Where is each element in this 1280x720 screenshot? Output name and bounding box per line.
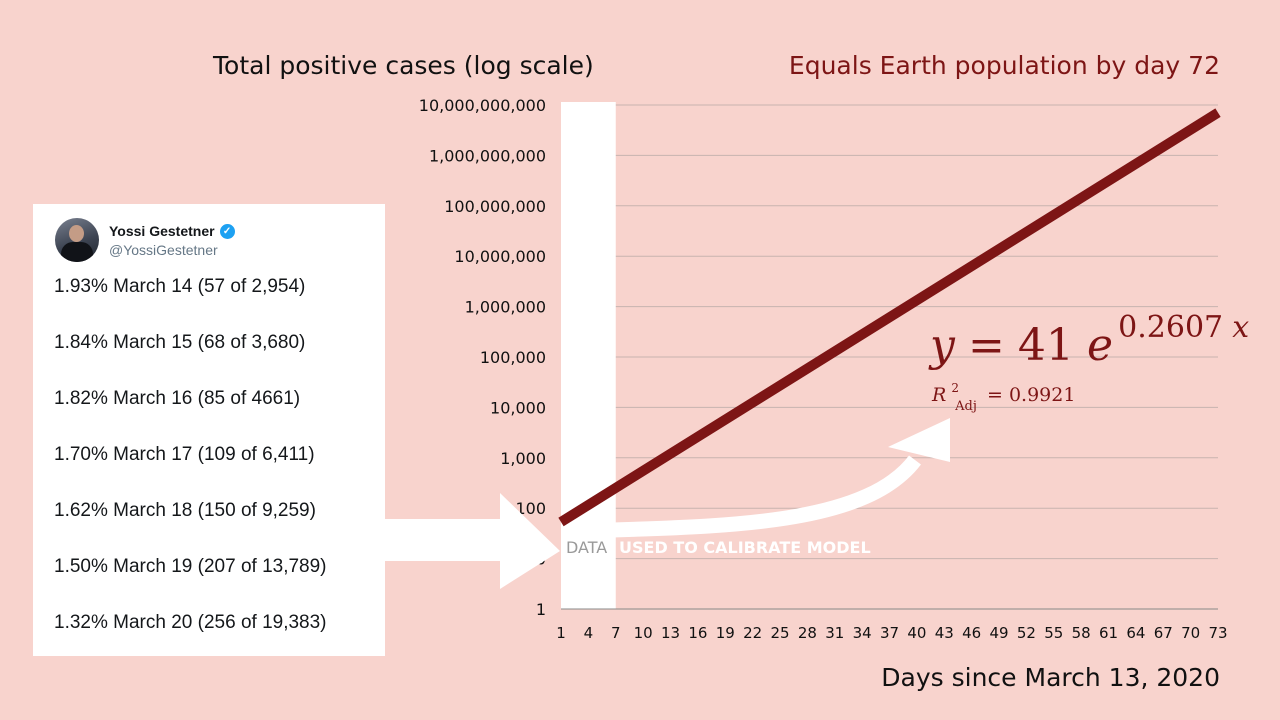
series-layer <box>558 108 1221 527</box>
equation-equals: = <box>968 320 1005 371</box>
x-tick-label: 40 <box>907 624 926 642</box>
x-tick-label: 1 <box>556 624 566 642</box>
equation-coef: 41 <box>1018 320 1074 371</box>
x-tick-label: 58 <box>1072 624 1091 642</box>
r2-symbol: R <box>931 384 946 406</box>
x-tick-label: 46 <box>962 624 981 642</box>
x-tick-label: 34 <box>853 624 872 642</box>
x-tick-label: 70 <box>1181 624 1200 642</box>
x-tick-label: 7 <box>611 624 621 642</box>
y-tick-labels: 1101001,00010,000100,0001,000,00010,000,… <box>419 96 546 619</box>
x-tick-label: 49 <box>989 624 1008 642</box>
tweet-line: 1.50% March 19 (207 of 13,789) <box>54 556 327 577</box>
y-tick-label: 100 <box>515 499 546 518</box>
tweet-line: 1.70% March 17 (109 of 6,411) <box>54 444 315 465</box>
headline: Equals Earth population by day 72 <box>789 51 1220 80</box>
y-tick-label: 1 <box>536 600 546 619</box>
y-axis-label: Total positive cases (log scale) <box>212 51 594 80</box>
tweet-card: Yossi Gestetner ✓ @YossiGestetner 1.93% … <box>33 204 385 656</box>
y-tick-label: 10,000 <box>490 398 546 417</box>
x-tick-label: 52 <box>1017 624 1036 642</box>
calibration-label-rest: USED TO CALIBRATE MODEL <box>619 538 871 557</box>
x-tick-label: 4 <box>584 624 594 642</box>
x-axis-label: Days since March 13, 2020 <box>881 663 1220 692</box>
tweet-text: 1.93% March 14 (57 of 2,954) 1.84% March … <box>54 274 327 666</box>
y-tick-label: 1,000,000,000 <box>429 146 546 165</box>
curved-arrow-icon <box>611 455 921 538</box>
tweet-arrow-icon <box>385 493 560 589</box>
tweet-line: 1.32% March 20 (256 of 19,383) <box>54 612 327 633</box>
curved-arrow-head-icon <box>888 418 950 462</box>
y-tick-label: 10,000,000,000 <box>419 96 546 115</box>
x-tick-label: 28 <box>798 624 817 642</box>
x-tick-label: 73 <box>1208 624 1227 642</box>
x-tick-label: 43 <box>935 624 954 642</box>
tweet-line: 1.93% March 14 (57 of 2,954) <box>54 276 306 297</box>
equation-variable: x <box>1232 310 1249 345</box>
calibration-label-data: DATA <box>566 538 607 557</box>
x-tick-label: 10 <box>634 624 653 642</box>
grid-lines <box>561 104 1218 610</box>
y-tick-label: 1,000,000 <box>465 298 546 317</box>
r2-sub: Adj <box>954 399 977 414</box>
x-tick-label: 64 <box>1126 624 1145 642</box>
tweet-line: 1.84% March 15 (68 of 3,680) <box>54 332 306 353</box>
y-tick-label: 10,000,000 <box>454 247 546 266</box>
x-tick-label: 19 <box>716 624 735 642</box>
x-tick-label: 22 <box>743 624 762 642</box>
x-tick-label: 55 <box>1044 624 1063 642</box>
model-equation: y = 41 e 0.2607 x <box>928 310 1249 371</box>
y-tick-label: 100,000,000 <box>444 197 546 216</box>
x-tick-label: 16 <box>688 624 707 642</box>
verified-badge-icon: ✓ <box>219 223 235 239</box>
calibration-band <box>561 102 616 609</box>
r2-value: = 0.9921 <box>987 384 1075 406</box>
x-tick-labels: 1 4 7 10 13 16 19 22 25 28 31 34 37 40 43 46 49 52 55 58 61 6… <box>556 624 1227 642</box>
x-tick-label: 67 <box>1154 624 1173 642</box>
y-tick-label: 1,000 <box>500 449 546 468</box>
r2-sup: 2 <box>951 381 959 395</box>
x-tick-label: 61 <box>1099 624 1118 642</box>
author-name-text: Yossi Gestetner <box>109 223 215 239</box>
equation-base: e <box>1087 320 1113 371</box>
equation-lhs: y <box>928 320 956 371</box>
tweet-author-name[interactable]: Yossi Gestetner ✓ <box>109 223 235 239</box>
tweet-line: 1.82% March 16 (85 of 4661) <box>54 388 301 409</box>
tweet-author-handle[interactable]: @YossiGestetner <box>109 242 218 258</box>
x-tick-label: 13 <box>661 624 680 642</box>
tweet-line: 1.62% March 18 (150 of 9,259) <box>54 500 316 521</box>
x-tick-label: 31 <box>825 624 844 642</box>
avatar[interactable] <box>55 218 99 262</box>
r-squared: R 2 Adj = 0.9921 <box>931 377 1075 414</box>
x-tick-label: 37 <box>880 624 899 642</box>
x-tick-label: 25 <box>770 624 789 642</box>
model-line <box>558 108 1221 527</box>
y-tick-label: 100,000 <box>480 348 546 367</box>
equation-exponent: 0.2607 <box>1118 310 1223 345</box>
